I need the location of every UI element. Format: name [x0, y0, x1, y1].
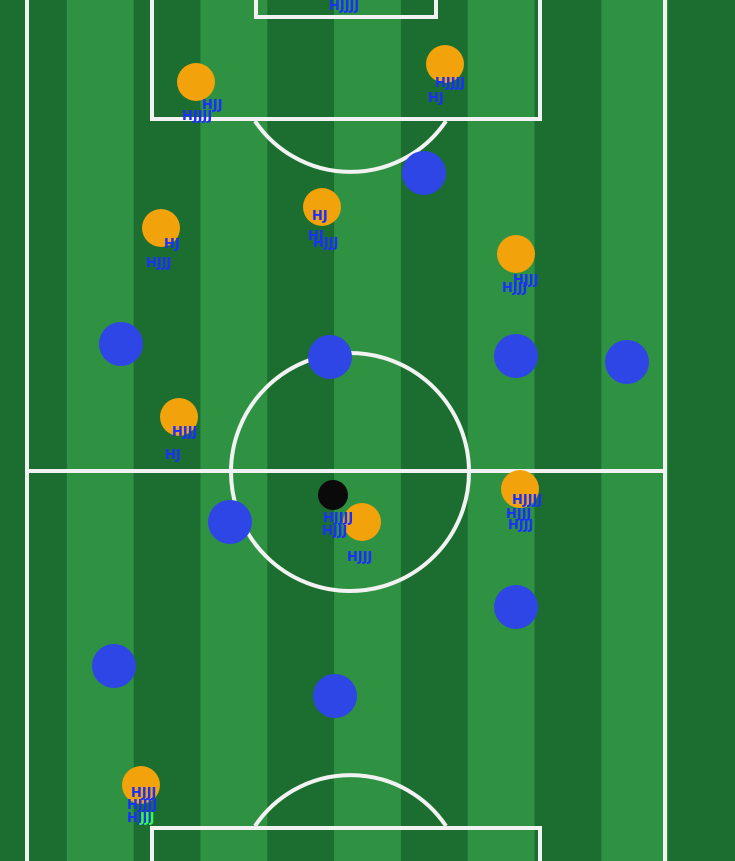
grass-stripe: [534, 0, 602, 861]
player-label: HJJJ: [513, 273, 538, 288]
orange-player-circle[interactable]: [497, 235, 535, 273]
top-penalty-box: [150, 0, 542, 121]
team-a-players: [122, 45, 539, 804]
bottom-penalty-arc: [253, 773, 448, 828]
player-label: HJ: [165, 448, 181, 463]
top-goal-box: [254, 0, 438, 19]
blue-player-circle[interactable]: [208, 500, 252, 544]
player-label: HJ: [312, 209, 328, 224]
orange-player-circle[interactable]: [426, 45, 464, 83]
blue-player-circle[interactable]: [313, 674, 357, 718]
orange-player-circle[interactable]: [122, 766, 160, 804]
bottom-penalty-box: [150, 826, 542, 861]
player-label: HJ: [308, 229, 324, 244]
grass-stripe: [66, 0, 135, 861]
player-label: HJJJJ: [182, 109, 212, 124]
player-label: HJJ: [202, 98, 223, 113]
player-label: HJJJJ: [127, 798, 157, 813]
player-label: HJJJ: [172, 425, 197, 440]
orange-player-circle[interactable]: [303, 188, 341, 226]
grass-stripe: [200, 0, 268, 861]
blue-player-circle[interactable]: [308, 335, 352, 379]
team-b-players: [92, 151, 649, 718]
orange-player-circle[interactable]: [142, 209, 180, 247]
grass-stripe: [0, 0, 68, 861]
grass-stripe: [334, 0, 402, 861]
grass-stripe: [400, 0, 469, 861]
player-label: HJJJJ: [323, 511, 353, 526]
blue-player-circle[interactable]: [605, 340, 649, 384]
grass-stripe: [267, 0, 335, 861]
orange-player-circle[interactable]: [343, 503, 381, 541]
highlight-label: JJJ: [139, 811, 155, 826]
orange-player-circle[interactable]: [177, 63, 215, 101]
grass-stripe: [601, 0, 669, 861]
top-penalty-arc: [253, 119, 448, 174]
orange-player-circle[interactable]: [160, 398, 198, 436]
black-ball-circle[interactable]: [318, 480, 348, 510]
player-label: HJJJ: [508, 518, 533, 533]
grass-stripe: [467, 0, 536, 861]
player-label: HJJJ: [131, 786, 156, 801]
blue-player-circle[interactable]: [494, 334, 538, 378]
blue-player-circle[interactable]: [92, 644, 136, 688]
player-label: HJJJ: [127, 811, 152, 826]
blue-player-circle[interactable]: [99, 322, 143, 366]
blue-player-circle[interactable]: [402, 151, 446, 195]
player-label: HJJJ: [322, 524, 347, 539]
player-label: HJJJJ: [329, 0, 359, 14]
player-label: HJJJ: [313, 236, 338, 251]
player-label: HJJJ: [506, 507, 531, 522]
player-label: HJ: [428, 91, 444, 106]
orange-player-circle[interactable]: [501, 470, 539, 508]
blue-player-circle[interactable]: [494, 585, 538, 629]
player-label: HJJJJ: [512, 493, 542, 508]
player-label: HJJJJ: [435, 76, 465, 91]
player-label: HJJJ: [347, 550, 372, 565]
grass-stripe: [668, 0, 735, 861]
pitch-lines: [25, 0, 667, 861]
player-label: HJ: [164, 237, 180, 252]
player-labels: HJJJJ HJJ HJJJJ HJJJJ HJ HJ HJ HJJJ HJ H…: [127, 0, 542, 826]
player-label: HJJJ: [146, 256, 171, 271]
player-label: HJJJ: [502, 281, 527, 296]
